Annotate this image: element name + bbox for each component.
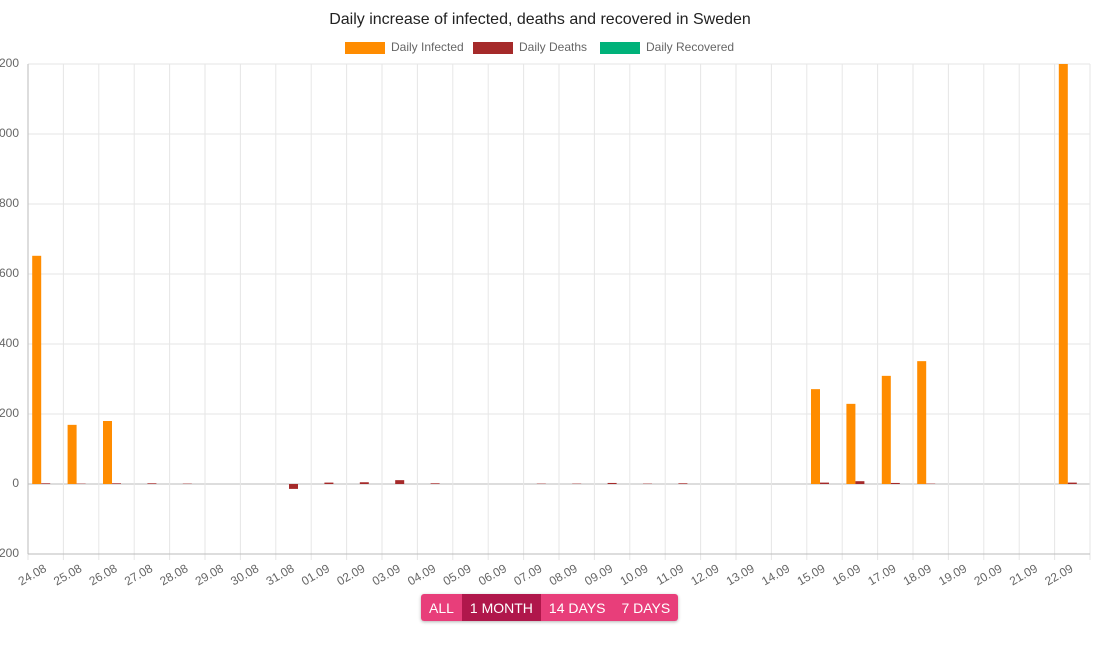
x-tick-label: 20.09 [972, 561, 1005, 588]
bar [855, 481, 865, 484]
x-tick-label: 10.09 [618, 561, 651, 588]
bar [1067, 482, 1077, 484]
legend-label: Daily Infected [391, 40, 464, 54]
bar [881, 375, 891, 484]
bar [811, 389, 820, 484]
bar [41, 483, 51, 484]
bar [324, 482, 334, 484]
bar [32, 255, 42, 484]
x-tick-label: 03.09 [370, 561, 403, 588]
x-tick-label: 24.08 [16, 561, 49, 588]
y-tick-label: 1200 [0, 56, 19, 70]
bar [359, 482, 369, 484]
range-buttons: ALL 1 MONTH 14 DAYS 7 DAYS [421, 594, 679, 621]
x-tick-label: 25.08 [51, 561, 84, 588]
x-tick-label: 07.09 [511, 561, 544, 588]
y-tick-label: 1000 [0, 126, 19, 140]
x-tick-label: 17.09 [865, 561, 898, 588]
x-tick-label: 28.08 [157, 561, 190, 588]
chart-title: Daily increase of infected, deaths and r… [329, 11, 751, 28]
bar [430, 483, 440, 484]
bar [112, 483, 121, 484]
bar [678, 483, 688, 484]
bar [820, 482, 829, 484]
y-tick-label: 800 [0, 196, 19, 210]
bar [67, 424, 77, 484]
range-button[interactable]: 1 MONTH [461, 594, 541, 621]
x-tick-label: 08.09 [547, 561, 580, 588]
x-tick-label: 21.09 [1007, 561, 1040, 588]
range-button[interactable]: ALL [421, 594, 462, 621]
x-tick-label: 06.09 [476, 561, 509, 588]
y-tick-label: 0 [12, 476, 19, 490]
y-tick-label: -200 [0, 546, 19, 560]
x-tick-label: 13.09 [724, 561, 757, 588]
x-tick-label: 14.09 [759, 561, 792, 588]
x-tick-label: 12.09 [688, 561, 721, 588]
x-tick-label: 31.08 [264, 561, 297, 588]
x-tick-label: 30.08 [228, 561, 261, 588]
chart: Daily increase of infected, deaths and r… [0, 11, 1091, 588]
x-tick-label: 11.09 [654, 561, 687, 588]
y-tick-label: 400 [0, 336, 19, 350]
bar [289, 484, 298, 489]
bar [395, 480, 405, 484]
x-tick-label: 09.09 [582, 561, 615, 588]
x-tick-label: 18.09 [901, 561, 934, 588]
legend-swatch [473, 42, 513, 54]
x-tick-label: 26.08 [87, 561, 120, 588]
legend-swatch [345, 42, 385, 54]
x-tick-label: 22.09 [1042, 561, 1075, 588]
x-tick-label: 19.09 [936, 561, 969, 588]
bar [103, 421, 112, 484]
range-button[interactable]: 14 DAYS [540, 594, 614, 621]
x-tick-label: 05.09 [441, 561, 474, 588]
bar [846, 403, 856, 484]
x-tick-label: 29.08 [193, 561, 226, 588]
legend-label: Daily Recovered [646, 40, 734, 54]
y-tick-label: 200 [0, 406, 19, 420]
range-button[interactable]: 7 DAYS [613, 594, 679, 621]
x-tick-label: 16.09 [830, 561, 863, 588]
bar [1058, 64, 1068, 484]
bar [147, 483, 157, 484]
y-tick-label: 600 [0, 266, 19, 280]
x-tick-label: 01.09 [299, 561, 332, 588]
legend-label: Daily Deaths [519, 40, 587, 54]
bar [917, 361, 927, 484]
bar [607, 482, 617, 484]
legend-swatch [600, 42, 640, 54]
x-tick-label: 27.08 [122, 561, 155, 588]
bar [890, 482, 900, 484]
x-tick-label: 04.09 [405, 561, 438, 588]
x-tick-label: 02.09 [334, 561, 367, 588]
x-tick-label: 15.09 [795, 561, 828, 588]
